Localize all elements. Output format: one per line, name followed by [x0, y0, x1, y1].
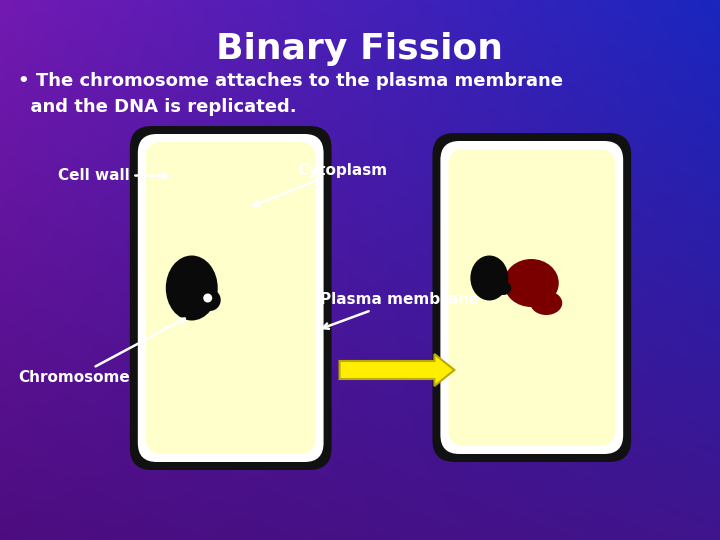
FancyBboxPatch shape: [146, 142, 315, 454]
Text: Cytoplasm: Cytoplasm: [253, 163, 388, 206]
FancyBboxPatch shape: [138, 134, 323, 462]
FancyBboxPatch shape: [449, 149, 615, 446]
Ellipse shape: [203, 294, 212, 302]
Text: Binary Fission: Binary Fission: [216, 32, 503, 66]
Ellipse shape: [504, 259, 559, 307]
FancyBboxPatch shape: [433, 133, 631, 462]
FancyArrow shape: [340, 354, 454, 386]
FancyBboxPatch shape: [130, 126, 332, 470]
Ellipse shape: [470, 255, 508, 300]
Ellipse shape: [495, 281, 511, 295]
Text: Plasma membrane: Plasma membrane: [320, 293, 479, 329]
Text: and the DNA is replicated.: and the DNA is replicated.: [18, 98, 297, 116]
Text: • The chromosome attaches to the plasma membrane: • The chromosome attaches to the plasma …: [18, 72, 563, 90]
Text: Chromosome: Chromosome: [18, 319, 185, 386]
Text: Cell wall: Cell wall: [58, 167, 168, 183]
FancyBboxPatch shape: [441, 141, 624, 454]
Ellipse shape: [199, 289, 221, 311]
Ellipse shape: [531, 291, 562, 315]
Ellipse shape: [166, 255, 217, 321]
